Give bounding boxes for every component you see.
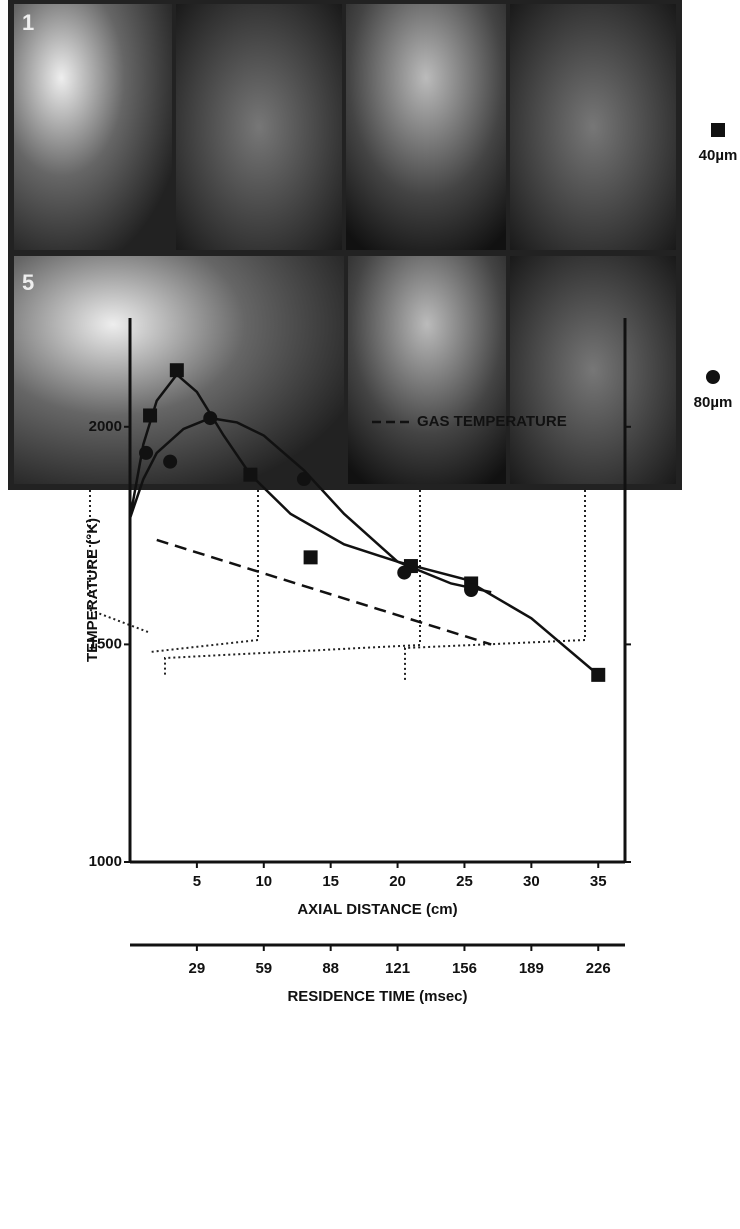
figure: 1 5 100015002000510152025303529598812115… — [0, 0, 740, 1229]
point — [163, 455, 177, 469]
point — [170, 363, 184, 377]
point — [297, 472, 311, 486]
y-tick-label: 2000 — [89, 418, 122, 435]
legend-label: GAS TEMPERATURE — [417, 413, 567, 430]
x2-tick-label: 121 — [385, 960, 410, 977]
legend-label: 80µm — [694, 394, 733, 411]
connector — [405, 490, 585, 680]
x2-tick-label: 88 — [322, 960, 339, 977]
x-tick-label: 5 — [193, 873, 201, 890]
panel — [348, 256, 506, 484]
micrograph: 1 5 — [8, 0, 682, 490]
x-tick-label: 15 — [322, 873, 339, 890]
point — [143, 408, 157, 422]
x2-axis-title: RESIDENCE TIME (msec) — [287, 988, 467, 1005]
x-axis-title: AXIAL DISTANCE (cm) — [297, 901, 457, 918]
x-tick-label: 10 — [255, 873, 272, 890]
gas-line — [157, 540, 491, 644]
point — [139, 446, 153, 460]
y-tick-label: 1000 — [89, 853, 122, 870]
x2-tick-label: 226 — [586, 960, 611, 977]
point — [304, 550, 318, 564]
x-tick-label: 35 — [590, 873, 607, 890]
x2-tick-label: 59 — [255, 960, 272, 977]
panel-label: 5 — [22, 270, 34, 295]
x-tick-label: 25 — [456, 873, 473, 890]
y-axis-title: TEMPERATURE (°K) — [84, 518, 101, 662]
point — [203, 411, 217, 425]
x-tick-label: 30 — [523, 873, 540, 890]
x-tick-label: 20 — [389, 873, 406, 890]
point — [464, 583, 478, 597]
panel — [176, 4, 342, 250]
point — [243, 468, 257, 482]
legend-label: 40µm — [699, 147, 738, 164]
panel — [14, 4, 172, 250]
panel — [510, 256, 676, 484]
legend-marker — [706, 370, 720, 384]
panel — [510, 4, 676, 250]
x2-tick-label: 156 — [452, 960, 477, 977]
x2-tick-label: 29 — [189, 960, 206, 977]
panel — [346, 4, 506, 250]
legend-marker — [711, 123, 725, 137]
panel-label: 1 — [22, 10, 34, 35]
x2-tick-label: 189 — [519, 960, 544, 977]
point — [397, 566, 411, 580]
connectors — [90, 490, 585, 680]
connector — [150, 490, 258, 652]
point — [591, 668, 605, 682]
